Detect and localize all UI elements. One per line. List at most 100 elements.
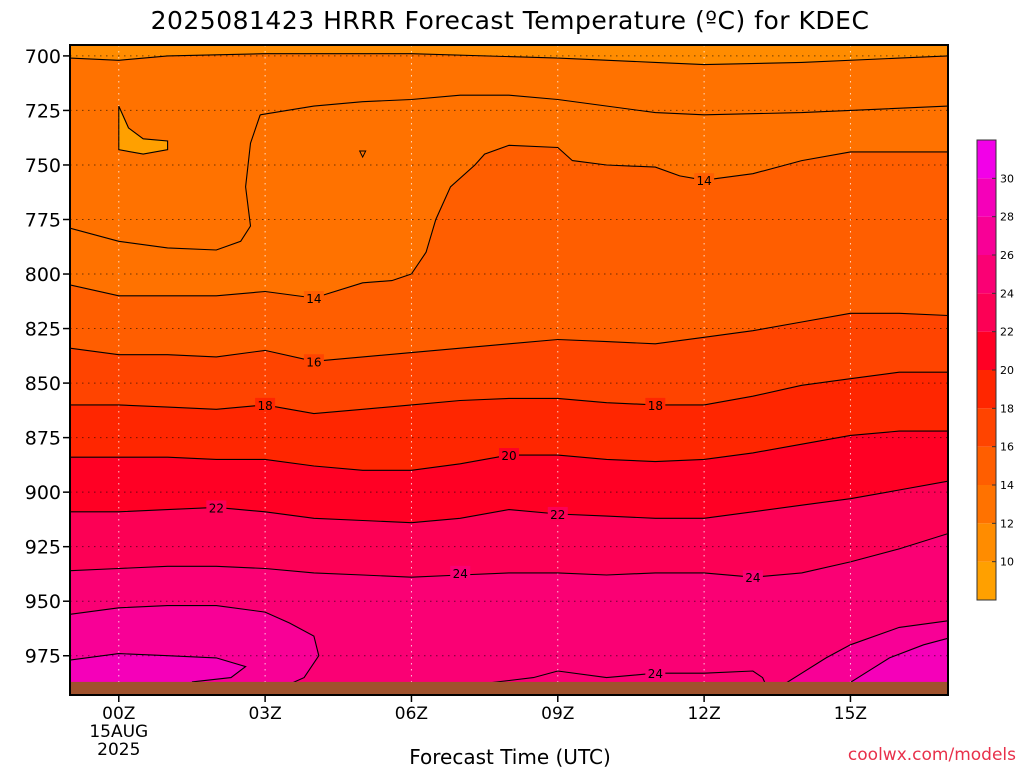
y-tick-label: 875 [25, 428, 61, 450]
y-tick-label: 725 [25, 100, 61, 122]
isotherm-line [410, 144, 948, 275]
isotherm-line [70, 273, 412, 299]
colorbar-bin [977, 178, 996, 217]
contour-label-bg [645, 397, 666, 412]
colorbar-bin [977, 561, 996, 600]
colorbar-tick-label: 20 [1000, 364, 1014, 377]
colorbar-bin [977, 216, 996, 255]
contour-label: 22 [206, 500, 227, 515]
y-tick-label: 850 [25, 373, 61, 395]
cool-pocket-fill [118, 106, 168, 155]
contour-label-text: 22 [209, 501, 224, 515]
contour-label-text: 24 [648, 667, 663, 681]
contour-label: 20 [499, 448, 519, 463]
isotherm-dot [358, 150, 367, 159]
colorbar-tick-label: 16 [1000, 441, 1014, 454]
contour-label-text: 24 [453, 567, 468, 581]
isotherm-line [70, 312, 948, 362]
isotherm-line [777, 620, 948, 689]
colorbar-tick-label: 30 [1000, 172, 1014, 185]
contour-labels: 14 14 16 18 18 20 22 22 24 24 24 [206, 173, 763, 681]
y-tick-label: 925 [25, 537, 61, 559]
isotherm-line [70, 53, 948, 66]
isotherm-line [260, 94, 948, 116]
contour-label-bg [206, 500, 227, 515]
credit-link[interactable]: coolwx.com/models [848, 745, 1016, 765]
x-tick-label: 03Z [248, 704, 281, 724]
isotherm-line [70, 605, 320, 690]
contour-label-text: 14 [306, 292, 321, 306]
contour-label: 14 [694, 173, 715, 188]
colorbar-bin [977, 331, 996, 370]
contour-label-text: 24 [745, 571, 760, 585]
contour-label: 22 [547, 506, 568, 522]
contour-label-bg [450, 565, 471, 580]
y-tick-label: 900 [25, 482, 61, 504]
isotherm-lines [70, 53, 948, 690]
colorbar-tick-label: 14 [1000, 479, 1014, 492]
contour-label-bg [742, 570, 763, 585]
colorbar-bin [977, 523, 996, 562]
y-tick-label: 775 [25, 209, 61, 231]
isotherm-line [70, 533, 948, 578]
contour-label: 18 [255, 397, 276, 413]
y-tick-label: 975 [25, 646, 61, 668]
chart-title: 2025081423 HRRR Forecast Temperature (ºC… [151, 6, 870, 35]
isotherm-line [70, 114, 261, 251]
colorbar-bin [977, 446, 996, 485]
isotherm-pocket-line [118, 105, 169, 155]
contour-label-text: 14 [696, 174, 711, 188]
isotherm-line [70, 653, 247, 683]
colorbar-tick-label: 24 [1000, 287, 1014, 300]
contour-label: 24 [645, 666, 666, 681]
y-tick-label: 950 [25, 591, 61, 613]
contour-label-text: 18 [257, 399, 272, 413]
colorbar-tick-label: 10 [1000, 556, 1014, 569]
isotherm-line [70, 371, 948, 415]
colorbar: 10 12 14 16 18 20 22 24 26 28 30 [976, 139, 1014, 601]
colorbar-bin [977, 485, 996, 524]
contour-label-text: 18 [648, 399, 663, 413]
colorbar-bin [977, 370, 996, 409]
colorbar-bin [977, 140, 996, 179]
x-tick-label: 15Z [834, 704, 867, 724]
contour-label-bg [645, 666, 666, 681]
grid-lines [70, 45, 948, 695]
x-tick-label: 00Z [102, 704, 135, 724]
x-axis-label: Forecast Time (UTC) [409, 745, 611, 768]
contour-label-bg [303, 354, 324, 369]
temperature-band [840, 638, 948, 695]
colorbar-bin [977, 255, 996, 294]
contour-label-text: 16 [306, 355, 321, 369]
y-tick-label: 750 [25, 155, 61, 177]
contour-label: 24 [742, 570, 763, 585]
colorbar-bin [977, 293, 996, 332]
contour-label: 16 [303, 354, 324, 369]
contour-label: 14 [303, 291, 324, 306]
x-tick-label: 09Z [541, 704, 574, 724]
contour-label-bg [303, 291, 324, 306]
isotherm-line [840, 637, 948, 689]
x-tick-label: 06Z [395, 704, 428, 724]
contour-label: 18 [645, 397, 666, 413]
contour-label-text: 20 [501, 449, 516, 463]
y-tick-label: 825 [25, 319, 61, 341]
ground-surface [70, 681, 948, 695]
plot-frame [69, 44, 949, 696]
contour-label-bg [499, 448, 519, 463]
y-tick-label: 800 [25, 264, 61, 286]
contour-label-bg [547, 506, 568, 521]
contour-label-bg [255, 397, 276, 412]
contour-label: 24 [450, 565, 471, 581]
x-tick-label: 12Z [687, 704, 720, 724]
temperature-bands [70, 45, 948, 695]
contour-label-text: 22 [550, 508, 565, 522]
pressure-axis: 700 725 750 775 800 825 850 875 900 925 950 975 [25, 46, 70, 668]
colorbar-tick-label: 28 [1000, 211, 1014, 224]
x-tick-sublabel: 2025 [97, 740, 140, 760]
contour-label-bg [694, 173, 715, 188]
y-tick-label: 700 [25, 46, 61, 68]
x-tick-sublabel: 15AUG [89, 722, 148, 742]
